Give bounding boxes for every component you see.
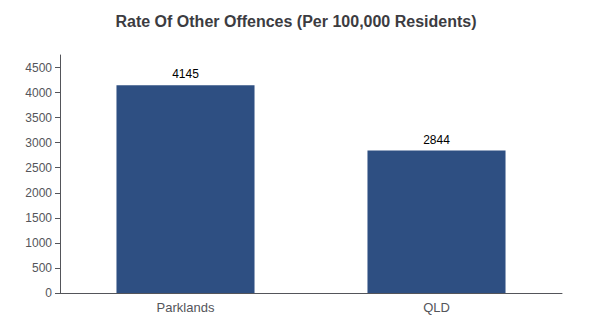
svg-text:500: 500: [32, 261, 52, 275]
svg-text:4500: 4500: [25, 61, 52, 75]
svg-text:1500: 1500: [25, 211, 52, 225]
svg-text:Parklands: Parklands: [157, 300, 215, 315]
svg-text:4145: 4145: [172, 67, 199, 81]
svg-text:3000: 3000: [25, 136, 52, 150]
svg-text:QLD: QLD: [423, 300, 450, 315]
svg-text:1000: 1000: [25, 236, 52, 250]
svg-text:Rate Of Other Offences (Per 10: Rate Of Other Offences (Per 100,000 Resi…: [115, 13, 476, 30]
svg-text:0: 0: [45, 286, 52, 300]
svg-text:2000: 2000: [25, 186, 52, 200]
svg-text:2500: 2500: [25, 161, 52, 175]
svg-text:2844: 2844: [423, 133, 450, 147]
svg-text:4000: 4000: [25, 86, 52, 100]
svg-text:3500: 3500: [25, 111, 52, 125]
